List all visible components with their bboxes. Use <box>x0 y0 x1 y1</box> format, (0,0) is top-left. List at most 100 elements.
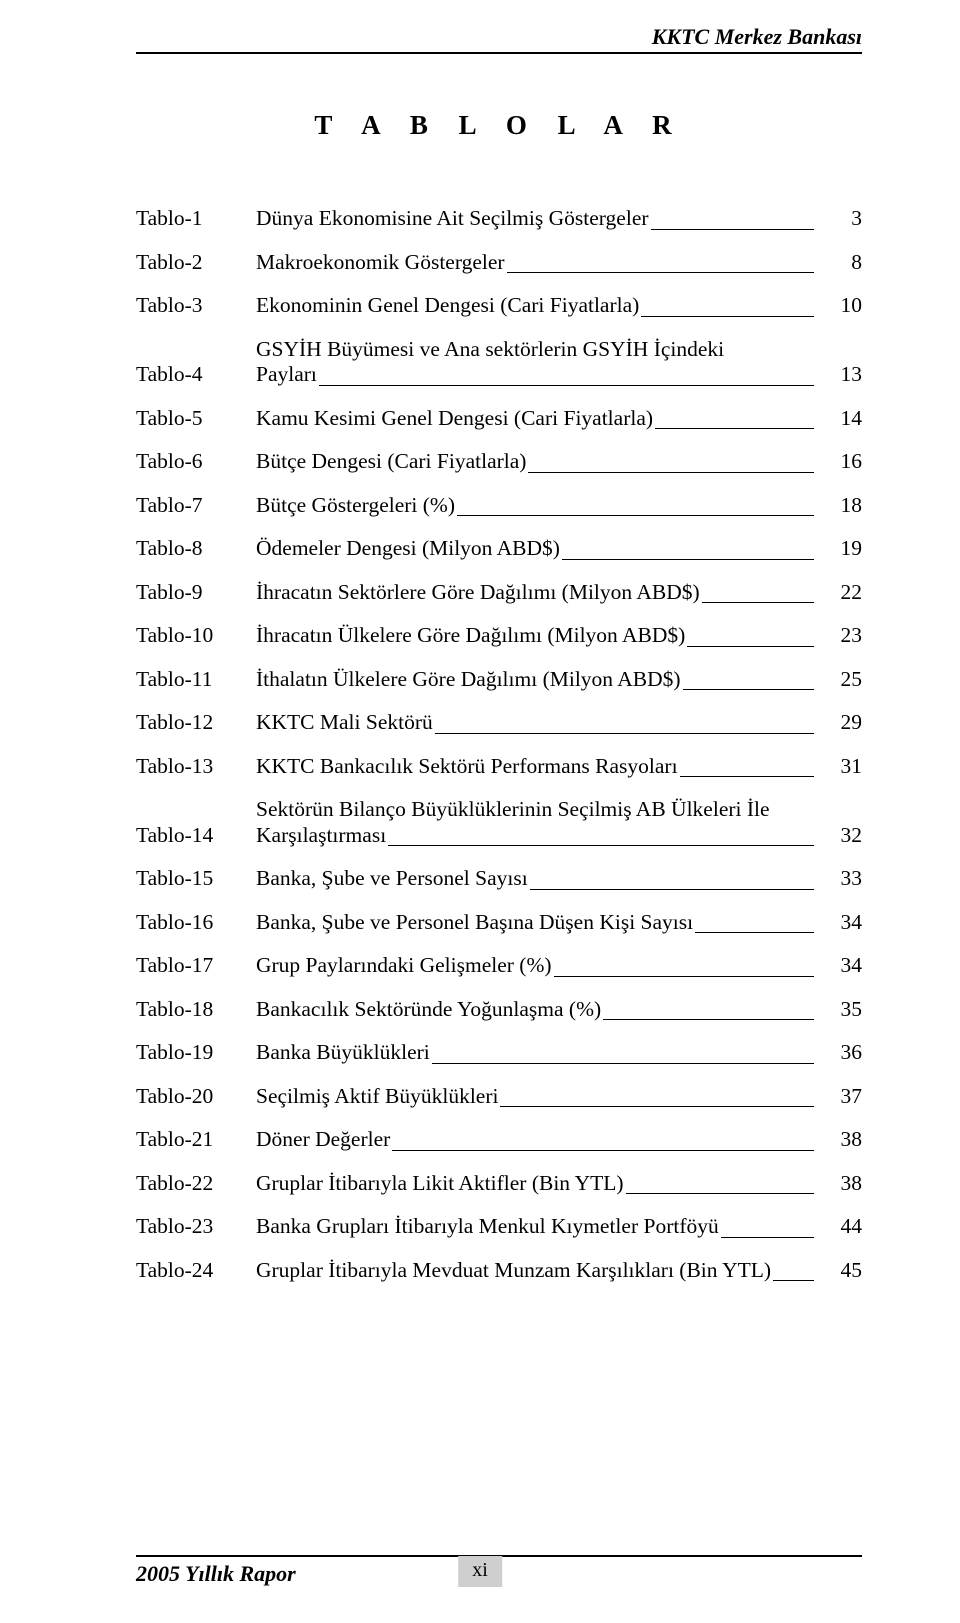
row-page-number: 29 <box>816 701 862 745</box>
leader-line <box>457 495 814 517</box>
row-description-lastline: Banka, Şube ve Personel Sayısı <box>256 868 816 890</box>
table-row: Tablo-5Kamu Kesimi Genel Dengesi (Cari F… <box>136 397 862 441</box>
table-row: Tablo-24Gruplar İtibarıyla Mevduat Munza… <box>136 1249 862 1293</box>
leader-line <box>695 912 814 934</box>
page-title: T A B L O L A R <box>136 110 862 141</box>
row-page-number: 31 <box>816 745 862 789</box>
table-row: Tablo-11İthalatın Ülkelere Göre Dağılımı… <box>136 658 862 702</box>
footer-report-title: 2005 Yıllık Rapor <box>136 1561 296 1587</box>
row-label: Tablo-18 <box>136 988 256 1032</box>
row-description: Seçilmiş Aktif Büyüklükleri <box>256 1086 498 1108</box>
table-row: Tablo-8Ödemeler Dengesi (Milyon ABD$) 19 <box>136 527 862 571</box>
row-description: KKTC Mali Sektörü <box>256 712 433 734</box>
row-description: Bütçe Göstergeleri (%) <box>256 495 455 517</box>
row-description-lastline: İhracatın Ülkelere Göre Dağılımı (Milyon… <box>256 625 816 647</box>
row-page-number: 38 <box>816 1162 862 1206</box>
row-label: Tablo-23 <box>136 1205 256 1249</box>
row-description-cell: İhracatın Ülkelere Göre Dağılımı (Milyon… <box>256 614 816 658</box>
row-label: Tablo-9 <box>136 571 256 615</box>
leader-line <box>432 1042 814 1064</box>
row-description: Banka Büyüklükleri <box>256 1042 430 1064</box>
row-description: Ödemeler Dengesi (Milyon ABD$) <box>256 538 560 560</box>
leader-line <box>687 625 814 647</box>
row-page-number: 32 <box>816 788 862 857</box>
leader-line <box>530 868 814 890</box>
leader-line <box>721 1216 814 1238</box>
row-description-cell: GSYİH Büyümesi ve Ana sektörlerin GSYİH … <box>256 328 816 397</box>
row-label: Tablo-6 <box>136 440 256 484</box>
row-description: İhracatın Sektörlere Göre Dağılımı (Mily… <box>256 582 700 604</box>
row-description-cell: Bankacılık Sektöründe Yoğunlaşma (%) <box>256 988 816 1032</box>
leader-line <box>435 712 814 734</box>
table-row: Tablo-12KKTC Mali Sektörü29 <box>136 701 862 745</box>
row-label: Tablo-8 <box>136 527 256 571</box>
table-row: Tablo-15Banka, Şube ve Personel Sayısı33 <box>136 857 862 901</box>
row-label: Tablo-14 <box>136 788 256 857</box>
table-row: Tablo-4GSYİH Büyümesi ve Ana sektörlerin… <box>136 328 862 397</box>
table-row: Tablo-3Ekonominin Genel Dengesi (Cari Fi… <box>136 284 862 328</box>
row-page-number: 45 <box>816 1249 862 1293</box>
row-description-lastline: İhracatın Sektörlere Göre Dağılımı (Mily… <box>256 582 816 604</box>
table-row: Tablo-21Döner Değerler 38 <box>136 1118 862 1162</box>
row-label: Tablo-5 <box>136 397 256 441</box>
row-page-number: 35 <box>816 988 862 1032</box>
row-description-lastline: Gruplar İtibarıyla Likit Aktifler (Bin Y… <box>256 1173 816 1195</box>
row-label: Tablo-3 <box>136 284 256 328</box>
row-label: Tablo-19 <box>136 1031 256 1075</box>
leader-line <box>626 1173 814 1195</box>
row-description-lastline: Banka, Şube ve Personel Başına Düşen Kiş… <box>256 912 816 934</box>
row-page-number: 13 <box>816 328 862 397</box>
table-row: Tablo-17Grup Paylarındaki Gelişmeler (%)… <box>136 944 862 988</box>
row-label: Tablo-10 <box>136 614 256 658</box>
row-page-number: 44 <box>816 1205 862 1249</box>
leader-line <box>392 1129 814 1151</box>
row-description-cell: Banka Büyüklükleri <box>256 1031 816 1075</box>
row-description-lastline: Bütçe Göstergeleri (%) <box>256 495 816 517</box>
row-label: Tablo-17 <box>136 944 256 988</box>
leader-line <box>651 208 814 230</box>
row-page-number: 23 <box>816 614 862 658</box>
row-description: Döner Değerler <box>256 1129 390 1151</box>
table-of-tables: Tablo-1Dünya Ekonomisine Ait Seçilmiş Gö… <box>136 197 862 1292</box>
row-description: Gruplar İtibarıyla Likit Aktifler (Bin Y… <box>256 1173 624 1195</box>
table-row: Tablo-6Bütçe Dengesi (Cari Fiyatlarla)16 <box>136 440 862 484</box>
row-description-cell: Ekonominin Genel Dengesi (Cari Fiyatlarl… <box>256 284 816 328</box>
row-description-cell: Banka Grupları İtibarıyla Menkul Kıymetl… <box>256 1205 816 1249</box>
leader-line <box>773 1260 814 1282</box>
row-description-lastline: Ödemeler Dengesi (Milyon ABD$) <box>256 538 816 560</box>
row-description: İthalatın Ülkelere Göre Dağılımı (Milyon… <box>256 669 681 691</box>
row-description: KKTC Bankacılık Sektörü Performans Rasyo… <box>256 756 678 778</box>
row-label: Tablo-20 <box>136 1075 256 1119</box>
leader-line <box>528 451 814 473</box>
table-row: Tablo-10İhracatın Ülkelere Göre Dağılımı… <box>136 614 862 658</box>
table-row: Tablo-2Makroekonomik Göstergeler8 <box>136 241 862 285</box>
row-page-number: 25 <box>816 658 862 702</box>
row-description: Bankacılık Sektöründe Yoğunlaşma (%) <box>256 999 601 1021</box>
row-page-number: 38 <box>816 1118 862 1162</box>
row-label: Tablo-11 <box>136 658 256 702</box>
table-row: Tablo-16Banka, Şube ve Personel Başına D… <box>136 901 862 945</box>
row-label: Tablo-21 <box>136 1118 256 1162</box>
header-rule <box>136 52 862 54</box>
row-description: Kamu Kesimi Genel Dengesi (Cari Fiyatlar… <box>256 408 653 430</box>
row-page-number: 14 <box>816 397 862 441</box>
table-row: Tablo-22Gruplar İtibarıyla Likit Aktifle… <box>136 1162 862 1206</box>
table-row: Tablo-23Banka Grupları İtibarıyla Menkul… <box>136 1205 862 1249</box>
row-page-number: 16 <box>816 440 862 484</box>
row-label: Tablo-16 <box>136 901 256 945</box>
leader-line <box>603 999 814 1021</box>
row-description-line1: Sektörün Bilanço Büyüklüklerinin Seçilmi… <box>256 799 816 821</box>
row-description: Makroekonomik Göstergeler <box>256 252 505 274</box>
table-row: Tablo-1Dünya Ekonomisine Ait Seçilmiş Gö… <box>136 197 862 241</box>
row-label: Tablo-15 <box>136 857 256 901</box>
leader-line <box>680 756 814 778</box>
leader-line <box>641 295 814 317</box>
row-description-lastline: Seçilmiş Aktif Büyüklükleri <box>256 1086 816 1108</box>
row-description-lastline: İthalatın Ülkelere Göre Dağılımı (Milyon… <box>256 669 816 691</box>
table-row: Tablo-20Seçilmiş Aktif Büyüklükleri37 <box>136 1075 862 1119</box>
row-page-number: 10 <box>816 284 862 328</box>
row-page-number: 34 <box>816 944 862 988</box>
row-description: İhracatın Ülkelere Göre Dağılımı (Milyon… <box>256 625 685 647</box>
row-page-number: 19 <box>816 527 862 571</box>
row-description-cell: Grup Paylarındaki Gelişmeler (%) <box>256 944 816 988</box>
